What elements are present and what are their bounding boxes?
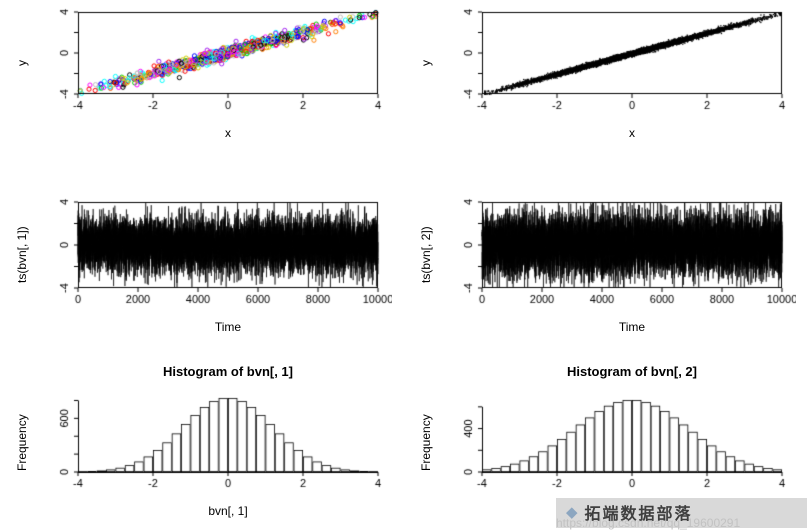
watermark-bar — [556, 498, 807, 528]
plot-panel-ts-bvn2: ts(bvn[, 2]) Time — [418, 196, 796, 336]
y-axis-label: Frequency — [15, 414, 29, 472]
plot-panel-scatter-colored: y x — [14, 6, 392, 142]
y-axis-label: Frequency — [419, 414, 433, 472]
y-axis-label: ts(bvn[, 2]) — [419, 226, 433, 284]
histogram-bvn2-canvas — [434, 388, 796, 498]
plot-title: Histogram of bvn[, 2] — [566, 364, 697, 379]
plot-title: Histogram of bvn[, 1] — [162, 364, 293, 379]
x-axis-label: x — [629, 126, 635, 140]
scatter-colored-canvas — [30, 6, 392, 120]
histogram-bvn1-canvas — [30, 388, 392, 498]
y-axis-label: y — [419, 60, 433, 66]
timeseries-bvn1-canvas — [30, 196, 392, 314]
watermark-logo-icon: ◆ — [566, 503, 578, 521]
plot-panel-ts-bvn1: ts(bvn[, 1]) Time — [14, 196, 392, 336]
timeseries-bvn2-canvas — [434, 196, 796, 314]
y-axis-label: y — [15, 60, 29, 66]
watermark: ◆ 拓端数据部落 — [566, 500, 693, 524]
plot-panel-hist-bvn1: Histogram of bvn[, 1] Frequency bvn[, 1] — [14, 362, 392, 520]
x-axis-label: Time — [618, 320, 646, 334]
watermark-brand-text: 拓端数据部落 — [584, 506, 693, 523]
x-axis-label: Time — [214, 320, 242, 334]
scatter-black-canvas — [434, 6, 796, 120]
plot-panel-scatter-black: y x — [418, 6, 796, 142]
watermark-url-text: https://blog.csdn.net/qq_19600291 — [556, 516, 741, 530]
x-axis-label: x — [225, 126, 231, 140]
plot-panel-hist-bvn2: Histogram of bvn[, 2] Frequency bvn[, 2] — [418, 362, 796, 520]
y-axis-label: ts(bvn[, 1]) — [15, 226, 29, 284]
x-axis-label: bvn[, 1] — [208, 504, 248, 518]
